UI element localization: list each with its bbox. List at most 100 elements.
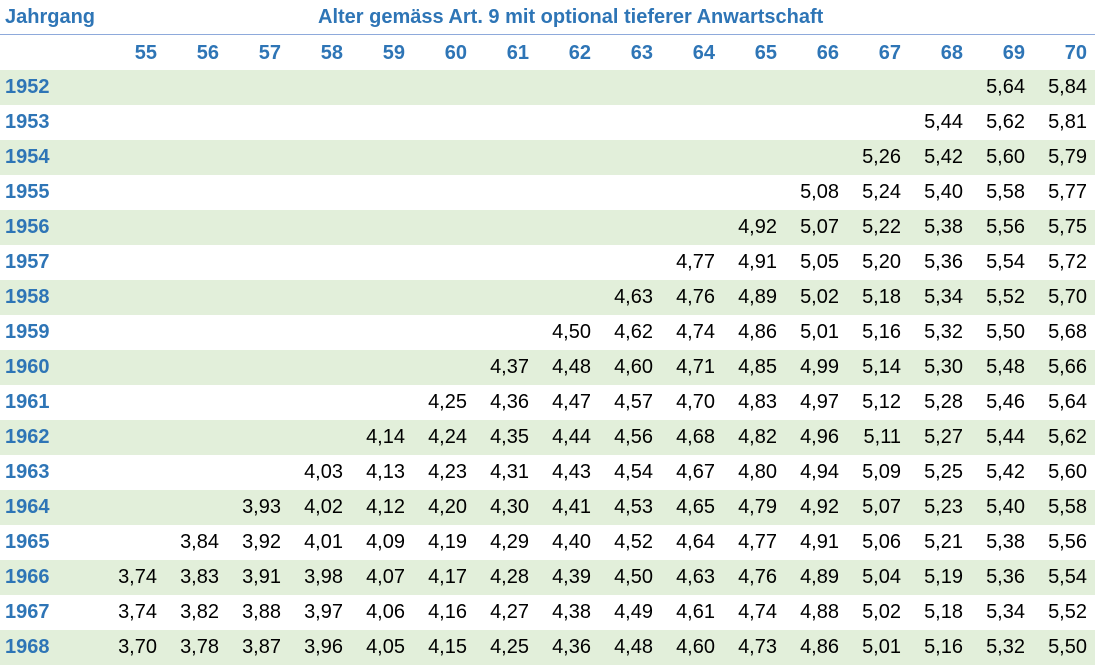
table-row: 1967 3,74 3,82 3,88 3,97 4,06 4,16 4,27 4,38 4,49… [0,595,1095,630]
table-row: 1960 4,37 4,48 4,60 4,71 4,85 4,99 5,14 5,30 5,48… [0,350,1095,385]
rate-cell: 4,74 [738,601,777,623]
rate-cell: 5,50 [986,321,1025,343]
rate-cell: 4,07 [366,566,405,588]
rate-cell: 5,40 [986,496,1025,518]
row-year-label: 1965 [5,531,50,553]
rate-cell: 4,50 [614,566,653,588]
rate-cell: 3,78 [180,636,219,658]
rate-cell: 5,81 [1048,111,1087,133]
age-header-cell: 70 [1064,42,1087,64]
rate-cell: 5,02 [862,601,901,623]
table-row: 1955 5,08 5,24 5,40 5,58 5,77 [0,175,1095,210]
rate-cell: 4,23 [428,461,467,483]
rate-cell: 4,60 [614,356,653,378]
rate-cell: 4,01 [304,531,343,553]
rate-cell: 5,36 [924,251,963,273]
rate-cell: 4,88 [800,601,839,623]
rate-cell: 4,48 [552,356,591,378]
rate-cell: 4,06 [366,601,405,623]
rate-cell: 4,41 [552,496,591,518]
age-header-cell: 65 [754,42,777,64]
rate-cell: 4,09 [366,531,405,553]
row-year-label: 1958 [5,286,50,308]
row-year-label: 1952 [5,76,50,98]
rate-cell: 5,50 [1048,636,1087,658]
rate-cell: 4,25 [428,391,467,413]
rate-cell: 4,86 [738,321,777,343]
rate-cell: 5,64 [986,76,1025,98]
rate-cell: 4,94 [800,461,839,483]
rate-cell: 5,46 [986,391,1025,413]
rate-cell: 5,58 [1048,496,1087,518]
table-row: 1959 4,50 4,62 4,74 4,86 5,01 5,16 5,32 5,50 5,68 [0,315,1095,350]
age-header-cell: 62 [568,42,591,64]
row-year-label: 1955 [5,181,50,203]
rate-cell: 4,49 [614,601,653,623]
rate-cell: 5,60 [986,146,1025,168]
rate-cell: 5,75 [1048,216,1087,238]
table-row: 1965 3,84 3,92 4,01 4,09 4,19 4,29 4,40 4,52 4,64… [0,525,1095,560]
rate-cell: 5,66 [1048,356,1087,378]
rate-cell: 4,62 [614,321,653,343]
rate-cell: 4,54 [614,461,653,483]
row-year-label: 1968 [5,636,50,658]
rate-cell: 5,26 [862,146,901,168]
rate-cell: 4,36 [490,391,529,413]
rate-cell: 4,31 [490,461,529,483]
rate-cell: 4,65 [676,496,715,518]
rate-cell: 4,86 [800,636,839,658]
rate-cell: 5,23 [924,496,963,518]
rate-cell: 4,61 [676,601,715,623]
rate-cell: 5,32 [924,321,963,343]
rate-cell: 5,05 [800,251,839,273]
rate-cell: 5,01 [862,636,901,658]
rate-cell: 4,92 [800,496,839,518]
table-row: 1957 4,77 4,91 5,05 5,20 5,36 5,54 5,72 [0,245,1095,280]
rate-cell: 4,43 [552,461,591,483]
age-header-cell: 60 [444,42,467,64]
row-year-label: 1954 [5,146,50,168]
rate-cell: 5,01 [800,321,839,343]
row-year-label: 1960 [5,356,50,378]
rate-cell: 5,04 [862,566,901,588]
rate-cell: 5,12 [862,391,901,413]
rate-cell: 4,50 [552,321,591,343]
rate-cell: 5,16 [924,636,963,658]
table-row: 1962 4,14 4,24 4,35 4,44 4,56 4,68 4,82 4,96 5,11… [0,420,1095,455]
rate-cell: 5,30 [924,356,963,378]
age-header-cell: 68 [940,42,963,64]
rate-cell: 4,77 [676,251,715,273]
rate-cell: 5,42 [986,461,1025,483]
rate-cell: 4,63 [676,566,715,588]
rate-cell: 4,36 [552,636,591,658]
rate-cell: 3,83 [180,566,219,588]
rate-cell: 5,06 [862,531,901,553]
row-year-label: 1953 [5,111,50,133]
rate-cell: 3,84 [180,531,219,553]
rate-cell: 3,96 [304,636,343,658]
rate-cell: 4,89 [738,286,777,308]
rate-cell: 5,07 [800,216,839,238]
age-header-cell: 67 [878,42,901,64]
rate-cell: 4,74 [676,321,715,343]
rate-cell: 4,73 [738,636,777,658]
rate-cell: 5,52 [986,286,1025,308]
rate-cell: 5,27 [924,426,963,448]
rate-cell: 4,67 [676,461,715,483]
rate-cell: 5,08 [800,181,839,203]
rate-cell: 4,13 [366,461,405,483]
rate-cell: 5,54 [986,251,1025,273]
rate-cell: 5,34 [986,601,1025,623]
rate-cell: 5,36 [986,566,1025,588]
rate-cell: 4,99 [800,356,839,378]
rate-cell: 3,97 [304,601,343,623]
rate-cell: 5,20 [862,251,901,273]
age-header-cell: 58 [320,42,343,64]
rate-cell: 3,87 [242,636,281,658]
rate-cell: 5,34 [924,286,963,308]
rate-cell: 5,84 [1048,76,1087,98]
table-row: 1963 4,03 4,13 4,23 4,31 4,43 4,54 4,67 4,80 4,94… [0,455,1095,490]
table-row: 1956 4,92 5,07 5,22 5,38 5,56 5,75 [0,210,1095,245]
rate-cell: 4,89 [800,566,839,588]
